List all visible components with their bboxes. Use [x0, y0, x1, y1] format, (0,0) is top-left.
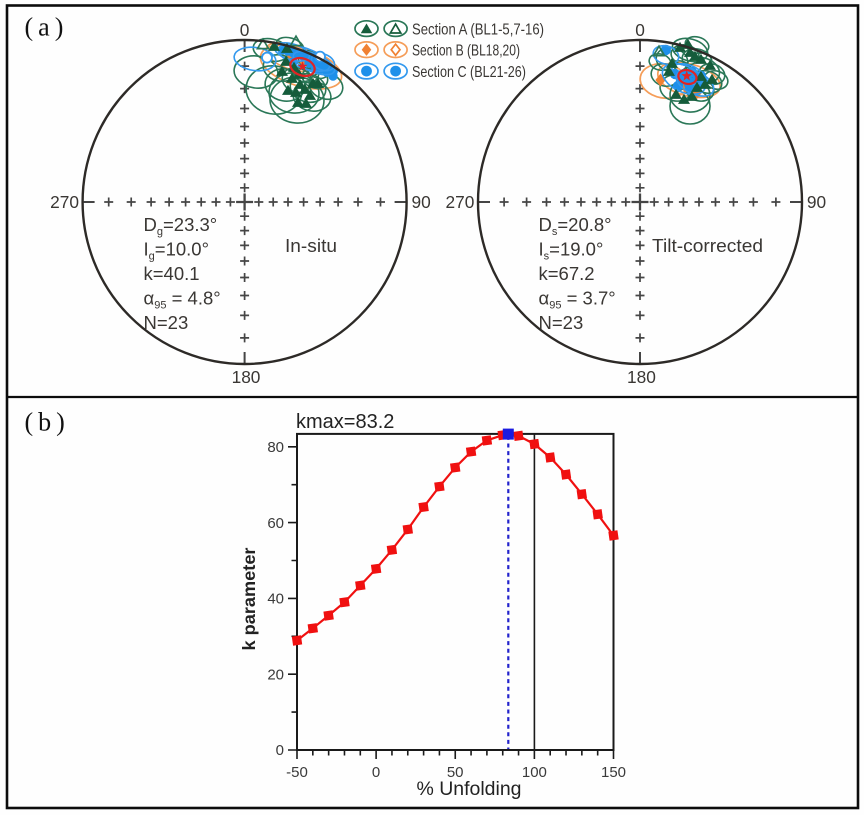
svg-text:Ds=20.8°: Ds=20.8°: [539, 214, 612, 238]
svg-text:60: 60: [267, 515, 284, 532]
svg-text:k parameter: k parameter: [239, 547, 259, 650]
svg-text:150: 150: [601, 764, 626, 781]
svg-text:90: 90: [412, 192, 431, 212]
svg-text:k=67.2: k=67.2: [539, 263, 595, 284]
svg-text:Ig=10.0°: Ig=10.0°: [144, 239, 209, 263]
svg-text:k=40.1: k=40.1: [144, 263, 200, 284]
svg-text:180: 180: [627, 367, 656, 387]
svg-text:80: 80: [267, 439, 284, 456]
svg-text:180: 180: [232, 367, 261, 387]
svg-text:N=23: N=23: [144, 312, 189, 333]
svg-text:0: 0: [635, 20, 645, 40]
svg-text:Section B (BL18,20): Section B (BL18,20): [412, 43, 520, 60]
svg-text:50: 50: [447, 764, 464, 781]
svg-text:Tilt-corrected: Tilt-corrected: [652, 235, 763, 256]
svg-text:Section A (BL1-5,7-16): Section A (BL1-5,7-16): [412, 22, 544, 39]
svg-text:0: 0: [372, 764, 380, 781]
svg-text:kmax=83.2: kmax=83.2: [296, 411, 394, 433]
svg-text:100: 100: [522, 764, 547, 781]
svg-text:-50: -50: [286, 764, 308, 781]
svg-text:Is=19.0°: Is=19.0°: [539, 239, 604, 263]
svg-text:Dg=23.3°: Dg=23.3°: [144, 214, 218, 238]
svg-text:N=23: N=23: [539, 312, 584, 333]
svg-text:0: 0: [276, 742, 284, 759]
svg-text:40: 40: [267, 591, 284, 608]
svg-text:(b): (b): [25, 408, 65, 437]
svg-text:0: 0: [240, 20, 250, 40]
svg-text:% Unfolding: % Unfolding: [417, 778, 522, 800]
svg-text:270: 270: [50, 192, 79, 212]
svg-text:20: 20: [267, 666, 284, 683]
svg-text:Section C (BL21-26): Section C (BL21-26): [412, 64, 526, 81]
svg-text:α95 = 3.7°: α95 = 3.7°: [539, 288, 616, 312]
svg-text:90: 90: [807, 192, 826, 212]
svg-text:In-situ: In-situ: [285, 235, 337, 256]
svg-text:(a): (a): [25, 13, 64, 42]
svg-text:270: 270: [446, 192, 475, 212]
